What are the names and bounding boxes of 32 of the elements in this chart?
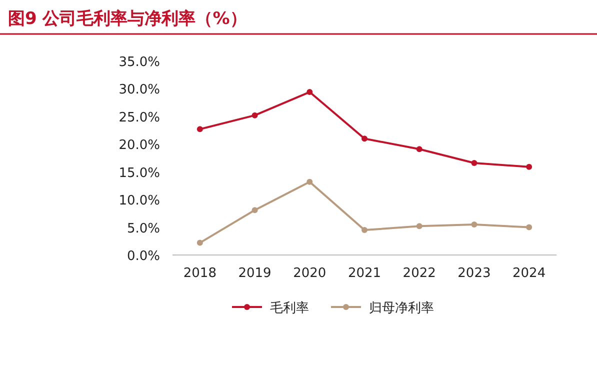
point (306, 89, 313, 96)
point (526, 164, 532, 170)
x-tick-label: 2023 (458, 266, 491, 281)
chart-title: 图9 公司毛利率与净利率（%） (8, 9, 247, 29)
point (196, 240, 203, 246)
point (416, 223, 422, 230)
x-tick-label: 2021 (348, 266, 382, 281)
x-tick-label: 2022 (402, 266, 436, 281)
point (362, 227, 368, 234)
point (196, 126, 203, 132)
point (471, 222, 478, 228)
point (252, 112, 258, 118)
y-tick-label: 5.0% (126, 221, 160, 236)
y-tick-label: 35.0% (118, 55, 160, 70)
y-tick-label: 10.0% (118, 194, 160, 209)
point (416, 146, 422, 152)
y-tick-label: 15.0% (118, 166, 160, 181)
point (306, 178, 313, 185)
x-tick-label: 2024 (512, 266, 546, 281)
legend-label: 归母净利率 (369, 300, 434, 316)
x-tick-label: 2019 (238, 266, 272, 281)
y-tick-label: 25.0% (118, 110, 160, 126)
point (252, 207, 258, 214)
point (471, 160, 478, 166)
point (526, 224, 532, 230)
y-tick-label: 0.0% (126, 249, 160, 264)
y-tick-label: 30.0% (118, 82, 160, 98)
point (362, 136, 368, 142)
x-tick-label: 2018 (183, 266, 216, 281)
x-tick-label: 2020 (293, 266, 326, 281)
y-tick-label: 20.0% (118, 138, 160, 154)
legend-label: 毛利率 (270, 300, 309, 316)
